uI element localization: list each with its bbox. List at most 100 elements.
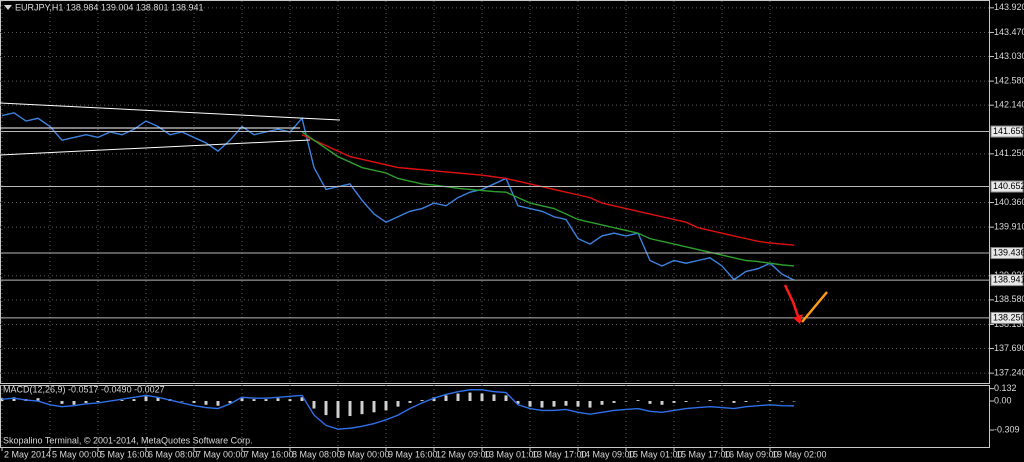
histogram-bar (132, 399, 136, 402)
histogram-bar (540, 401, 544, 408)
y-tick-label: 138.580 (994, 294, 1024, 304)
histogram-bar (72, 401, 76, 405)
histogram-bar (36, 398, 40, 402)
histogram-bar (504, 395, 508, 402)
series-line (301, 134, 795, 246)
x-tick-label: 9 May 16:00 (388, 449, 438, 459)
x-tick-label: 2 May 2014 (4, 449, 51, 459)
price-level-label: 140.652 (993, 181, 1024, 191)
histogram-bar (756, 401, 760, 402)
histogram-bar (588, 401, 592, 408)
price-level-box (990, 247, 1024, 260)
histogram-bar (252, 399, 256, 402)
histogram-bar (300, 397, 304, 402)
x-tick-label: 7 May 16:00 (244, 449, 294, 459)
price-level-label: 139.436 (993, 247, 1024, 257)
y-tick-label: 141.250 (994, 148, 1024, 158)
y-tick-label: 137.690 (994, 343, 1024, 353)
x-tick-label: 5 May 16:00 (100, 449, 150, 459)
histogram-bar (780, 401, 784, 402)
y-tick-label: 137.240 (994, 368, 1024, 378)
x-tick-label: 13 May 01:00 (484, 449, 539, 459)
price-panel-frame (0, 0, 990, 384)
histogram-bar (624, 401, 628, 402)
y-tick-label: 143.470 (994, 27, 1024, 37)
histogram-bar (96, 401, 100, 402)
histogram-bar (432, 397, 436, 402)
histogram-bar (528, 401, 532, 407)
macd-header: MACD(12,26,9) -0.0517 -0.0490 -0.0027 (3, 384, 165, 394)
y-tick-label: 139.910 (994, 222, 1024, 232)
histogram-bar (600, 401, 604, 405)
histogram-bar (672, 401, 676, 403)
y-tick-label: 0.00 (994, 395, 1012, 405)
trendline-upper (0, 102, 341, 121)
y-tick-label: 0.132 (994, 383, 1017, 393)
x-tick-label: 8 May 08:00 (292, 449, 342, 459)
histogram-bar (360, 401, 364, 415)
histogram-bar (768, 400, 772, 402)
histogram-bar (396, 401, 400, 407)
trendline-lower (0, 139, 311, 156)
price-level-box (990, 180, 1024, 193)
x-tick-label: 16 May 09:00 (724, 449, 779, 459)
histogram-bar (348, 401, 352, 417)
histogram-bar (636, 400, 640, 402)
histogram-bar (468, 392, 472, 402)
histogram-bar (264, 399, 268, 402)
histogram-bar (696, 401, 700, 402)
x-tick-label: 12 May 09:00 (436, 449, 491, 459)
x-tick-label: 5 May 00:00 (52, 449, 102, 459)
x-tick-label: 9 May 00:00 (340, 449, 390, 459)
histogram-bar (12, 397, 16, 402)
forecast-arrow-down (783, 284, 802, 323)
y-tick-label: 142.140 (994, 100, 1024, 110)
histogram-bar (384, 401, 388, 411)
histogram-bar (276, 398, 280, 402)
price-level-box (990, 125, 1024, 138)
chart-header: EURJPY,H1 138.984 139.004 138.801 138.94… (15, 2, 204, 12)
histogram-bar (720, 401, 724, 402)
histogram-bar (456, 393, 460, 402)
price-level-label: 141.658 (993, 126, 1024, 136)
histogram-bar (612, 401, 616, 403)
x-tick-label: 13 May 17:00 (532, 449, 587, 459)
histogram-bar (408, 401, 412, 403)
histogram-bar (228, 401, 232, 403)
histogram-bar (660, 401, 664, 405)
histogram-bar (288, 399, 292, 402)
histogram-bar (708, 400, 712, 402)
histogram-bar (192, 401, 196, 403)
price-level-box (990, 274, 1024, 287)
histogram-bar (744, 401, 748, 402)
histogram-bar (444, 395, 448, 402)
price-level-label: 138.941 (993, 275, 1024, 285)
histogram-bar (732, 401, 736, 403)
histogram-bar (144, 396, 148, 402)
histogram-bar (516, 401, 520, 404)
y-tick-label: 140.360 (994, 197, 1024, 207)
arrow-head (793, 314, 803, 324)
histogram-bar (84, 401, 88, 403)
histogram-bar (120, 400, 124, 402)
histogram-bar (204, 401, 208, 405)
histogram-bar (180, 401, 184, 402)
x-tick-label: 15 May 01:00 (628, 449, 683, 459)
histogram-bar (60, 401, 64, 404)
histogram-bar (216, 401, 220, 406)
x-tick-label: 7 May 00:00 (196, 449, 246, 459)
histogram-bar (0, 398, 4, 402)
x-tick-label: 19 May 02:00 (772, 449, 827, 459)
symbol-menu-icon[interactable] (4, 5, 12, 10)
histogram-bar (48, 401, 52, 402)
histogram-bar (240, 398, 244, 402)
histogram-bar (480, 393, 484, 402)
histogram-bar (648, 401, 652, 404)
price-level-label: 138.250 (993, 312, 1024, 322)
histogram-bar (576, 401, 580, 407)
histogram-bar (564, 401, 568, 406)
histogram-bar (372, 401, 376, 413)
x-tick-label: 6 May 08:00 (148, 449, 198, 459)
